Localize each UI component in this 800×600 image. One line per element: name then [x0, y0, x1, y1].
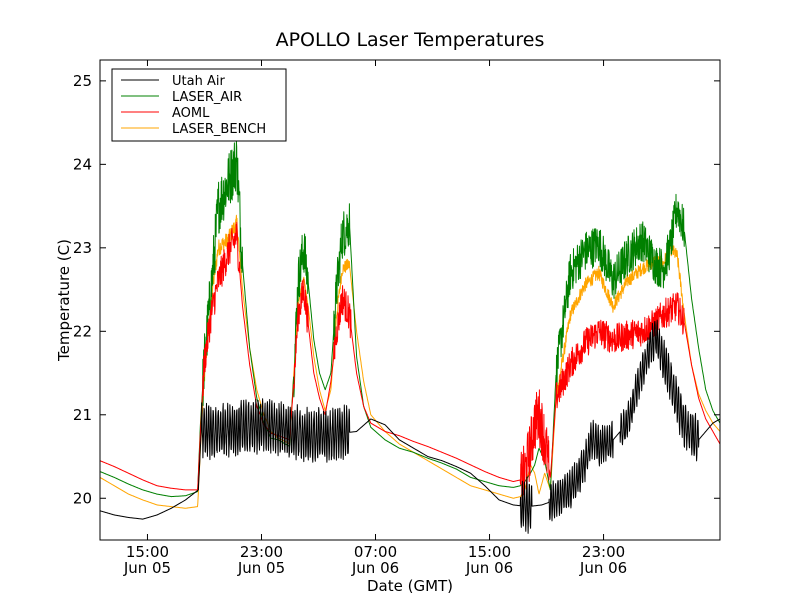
x-tick-date-label: Jun 06 [579, 559, 627, 577]
legend-box [111, 68, 287, 142]
y-tick-label: 25 [73, 72, 92, 90]
series-line-aoml [100, 221, 720, 501]
legend-entry-label: LASER_BENCH [172, 122, 266, 137]
y-tick-label: 23 [73, 239, 92, 257]
x-axis-label: Date (GMT) [367, 577, 453, 595]
x-tick-time-label: 15:00 [468, 543, 511, 561]
y-tick-label: 24 [73, 155, 92, 173]
legend-entry-label: AOML [172, 106, 210, 121]
plot-frame [99, 59, 721, 541]
x-tick-time-label: 23:00 [582, 543, 625, 561]
legend-entry-label: Utah Air [172, 74, 225, 89]
x-tick-time-label: 15:00 [126, 543, 169, 561]
x-tick-time-label: 07:00 [354, 543, 397, 561]
x-tick-date-label: Jun 06 [351, 559, 399, 577]
x-tick-date-label: Jun 05 [237, 559, 285, 577]
y-tick-label: 21 [73, 406, 92, 424]
y-tick-label: 20 [73, 489, 92, 507]
series-group [100, 140, 720, 534]
series-line-utah-air [100, 319, 720, 534]
y-axis-label: Temperature (C) [55, 239, 73, 362]
y-axis: 20 21 22 23 24 25 [73, 72, 720, 507]
x-tick-date-label: Jun 06 [465, 559, 513, 577]
y-tick-label: 22 [73, 322, 92, 340]
x-tick-date-label: Jun 05 [123, 559, 171, 577]
x-tick-time-label: 23:00 [240, 543, 283, 561]
chart-title: APOLLO Laser Temperatures [276, 29, 545, 51]
legend-entry-label: LASER_AIR [172, 90, 242, 105]
